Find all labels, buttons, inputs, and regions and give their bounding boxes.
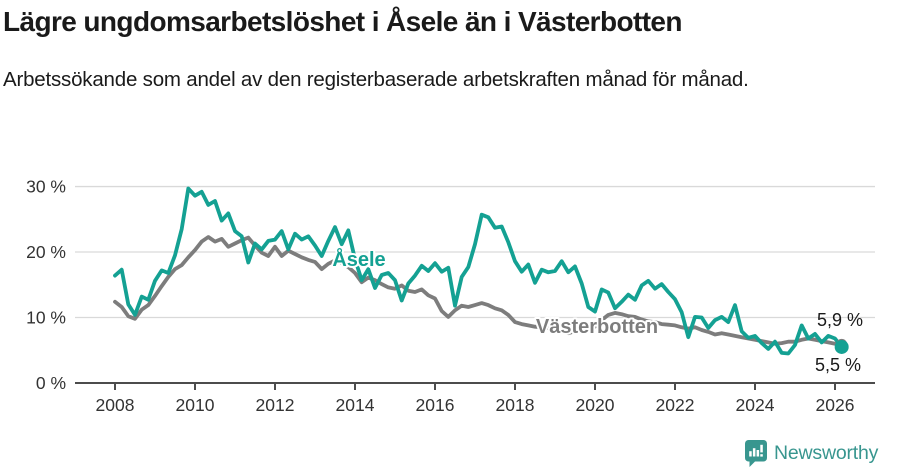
x-tick-label: 2018: [496, 395, 535, 415]
series-label-asele: Åsele: [332, 247, 385, 271]
series-lines: [113, 186, 844, 356]
x-axis: [75, 382, 875, 390]
y-tick-label: 30 %: [26, 177, 66, 197]
y-tick-label: 10 %: [26, 308, 66, 328]
gridlines: [75, 185, 875, 319]
x-tick-label: 2026: [816, 395, 855, 415]
series-line-vasterbotten: [113, 235, 844, 347]
brand-name: Newsworthy: [774, 442, 879, 464]
end-value-labels: 5,9 % 5,5 %: [815, 310, 863, 375]
x-tick-label: 2012: [256, 395, 295, 415]
brand-footer: Newsworthy: [745, 440, 878, 467]
end-value-label-1: 5,5 %: [815, 355, 861, 375]
x-tick-label: 2008: [96, 395, 135, 415]
x-tick-label: 2022: [656, 395, 695, 415]
chart-subtitle: Arbetssökande som andel av den registerb…: [3, 68, 749, 91]
end-dot-asele: [834, 339, 849, 354]
series-label-vasterbotten: Västerbotten: [536, 316, 658, 338]
y-tick-label: 0 %: [36, 373, 66, 393]
end-value-label-0: 5,9 %: [817, 310, 863, 330]
series-labels: Västerbotten Åsele: [330, 245, 660, 340]
end-dots: [834, 338, 849, 354]
newsworthy-logo-icon: [745, 440, 767, 467]
series-line-asele: [113, 186, 844, 356]
axis-labels: 0 % 10 % 20 % 30 % 2008 2010 2012 2014 2016 2018 2…: [26, 177, 854, 415]
x-tick-label: 2016: [416, 395, 455, 415]
x-tick-label: 2024: [736, 395, 775, 415]
chart-title: Lägre ungdomsarbetslöshet i Åsele än i V…: [3, 6, 683, 37]
x-tick-label: 2014: [336, 395, 375, 415]
y-tick-label: 20 %: [26, 242, 66, 262]
x-tick-label: 2010: [176, 395, 215, 415]
x-tick-label: 2020: [576, 395, 615, 415]
